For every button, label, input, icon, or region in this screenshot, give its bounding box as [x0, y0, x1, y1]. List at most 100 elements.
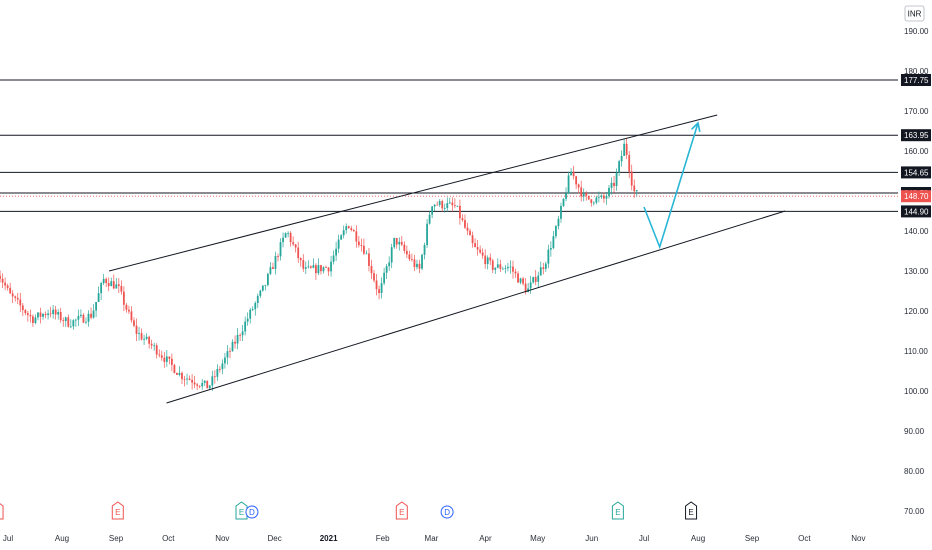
candle-body: [496, 264, 499, 268]
earnings-marker-shape: [395, 501, 408, 520]
candle-body: [173, 364, 176, 373]
trendline-lower-channel[interactable]: [166, 210, 786, 404]
candle-body: [620, 155, 623, 162]
candle-body: [304, 267, 307, 269]
candle-body: [489, 257, 492, 261]
candle-body: [469, 230, 471, 236]
candle-body: [441, 201, 444, 209]
candle-body: [150, 343, 153, 346]
candle-body: [80, 314, 82, 316]
time-tick-label: Jul: [639, 534, 649, 543]
dividend-event-marker[interactable]: D: [245, 505, 259, 519]
time-tick-label: Nov: [851, 534, 865, 543]
candle-body: [443, 208, 446, 209]
candle-body: [176, 372, 178, 375]
earnings-event-marker[interactable]: E: [395, 501, 408, 520]
candle-body: [107, 283, 110, 287]
candle-body: [357, 241, 360, 246]
price-axis[interactable]: 190.00180.00170.00160.00150.00140.00130.…: [904, 27, 929, 516]
candle-body: [130, 311, 133, 321]
candle-body: [34, 317, 37, 323]
earnings-event-marker[interactable]: E: [0, 502, 4, 520]
candle-body: [600, 195, 603, 197]
event-marker-letter: E: [115, 508, 120, 517]
candle-body: [82, 314, 85, 323]
candle-body: [332, 255, 335, 262]
candle-body: [491, 260, 494, 270]
candle-body: [517, 273, 519, 283]
candle-body: [309, 266, 312, 268]
currency-button-frame[interactable]: [904, 5, 925, 22]
candle-body: [428, 214, 431, 224]
horizontal-levels-layer: [0, 79, 898, 212]
earnings-event-marker[interactable]: E: [685, 501, 698, 520]
candle-body: [102, 278, 105, 284]
candle-body: [4, 282, 7, 286]
candle-body: [231, 341, 234, 352]
candle-body: [608, 187, 610, 197]
candle-body: [479, 249, 482, 253]
candle-body: [592, 202, 595, 204]
candle-body: [405, 250, 408, 255]
candle-body: [459, 205, 461, 219]
candle-body: [279, 242, 282, 257]
candle-body: [59, 312, 62, 321]
candle-body: [567, 175, 570, 194]
earnings-event-marker[interactable]: E: [235, 501, 248, 520]
earnings-event-marker[interactable]: E: [611, 501, 624, 520]
trendline-upper-channel[interactable]: [108, 114, 718, 272]
candle-body: [307, 266, 310, 268]
time-tick-label: Dec: [267, 534, 281, 543]
candle-body: [178, 372, 181, 375]
candle-body: [456, 205, 459, 207]
level-label-bg: [901, 74, 931, 86]
candle-body: [466, 227, 469, 231]
candle-body: [499, 264, 502, 269]
candle-body: [352, 229, 355, 232]
earnings-event-marker[interactable]: E: [111, 501, 124, 520]
candle-body: [390, 247, 393, 263]
candle-body: [514, 271, 517, 274]
currency-button[interactable]: INR: [904, 5, 925, 22]
candle-body: [206, 380, 209, 389]
candle-body: [524, 283, 527, 293]
candle-body: [570, 171, 572, 176]
projection-path[interactable]: [643, 122, 699, 250]
candle-body: [408, 254, 411, 260]
event-marker-letter: D: [444, 508, 450, 517]
candle-body: [368, 253, 370, 266]
candle-body: [335, 248, 338, 256]
candle-body: [148, 336, 151, 344]
candle-body: [64, 317, 67, 322]
candle-body: [97, 293, 100, 302]
time-tick-label: Aug: [55, 534, 69, 543]
dividend-event-marker[interactable]: D: [440, 505, 454, 519]
candle-body: [572, 171, 575, 177]
candle-body: [170, 358, 173, 365]
event-marker-letter: E: [615, 508, 620, 517]
candle-body: [580, 187, 583, 197]
projection-arrowhead: [691, 121, 701, 132]
candle-body: [625, 143, 628, 156]
candle-body: [501, 268, 504, 270]
currency-button-label[interactable]: INR: [908, 10, 922, 19]
candle-body: [314, 265, 317, 274]
candle-body: [135, 325, 138, 334]
time-axis[interactable]: Jul Aug Sep Oct Nov Dec 2021 Feb Mar Apr May Jun Jul…: [3, 534, 866, 543]
candle-body: [241, 331, 244, 336]
candle-body: [140, 333, 143, 340]
candle-body: [37, 312, 39, 318]
candle-body: [403, 244, 406, 251]
candle-body: [186, 378, 188, 380]
candle-body: [72, 320, 75, 327]
candle-body: [26, 313, 29, 315]
candle-body: [256, 295, 259, 303]
price-tick-label: 140.00: [904, 227, 929, 236]
candles-layer: [0, 138, 638, 391]
candle-body: [244, 321, 247, 332]
candle-body: [216, 369, 219, 377]
candle-body: [421, 254, 423, 269]
candle-body: [1, 278, 4, 283]
